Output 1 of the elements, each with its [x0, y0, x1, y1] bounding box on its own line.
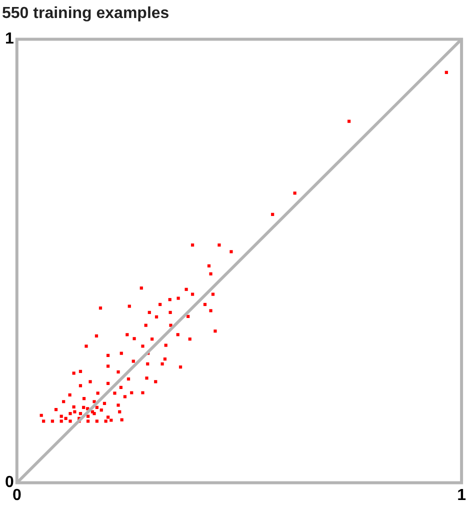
chart-title: 550 training examples: [2, 5, 170, 22]
